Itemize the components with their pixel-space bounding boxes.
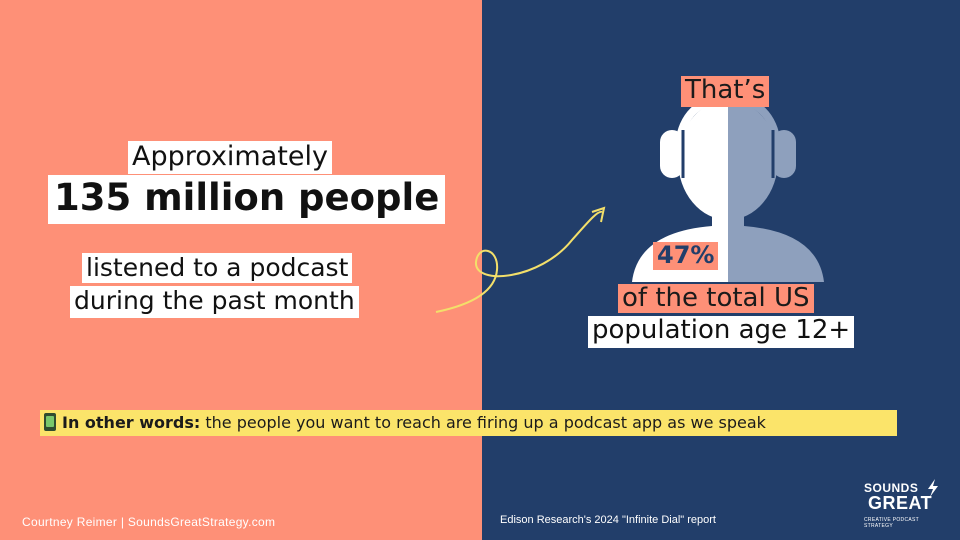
author-credit: Courtney Reimer | SoundsGreatStrategy.co… xyxy=(22,515,276,529)
logo-tagline: CREATIVE PODCAST STRATEGY xyxy=(864,517,919,529)
population-line-1: of the total US xyxy=(618,284,814,314)
stat-description-line-1: listened to a podcast xyxy=(82,253,353,284)
percent-stat: 47% xyxy=(653,242,719,271)
takeaway-banner: In other words: the people you want to r… xyxy=(40,410,897,436)
stat-description-line-2: during the past month xyxy=(70,286,359,319)
logo-line-1: SOUNDS xyxy=(864,481,919,495)
population-line-2: population age 12+ xyxy=(588,316,855,349)
logo-line-2: GREAT xyxy=(868,493,933,513)
mobile-phone-icon xyxy=(44,413,56,431)
sounds-great-logo: SOUNDS GREAT CREATIVE PODCAST STRATEGY xyxy=(864,479,944,529)
thats-label: That’s xyxy=(681,76,770,108)
source-citation: Edison Research's 2024 "Infinite Dial" r… xyxy=(500,514,716,526)
approximately-label: Approximately xyxy=(128,141,332,175)
headline-stat: 135 million people xyxy=(48,175,446,224)
banner-lead: In other words: xyxy=(62,413,201,432)
banner-text: the people you want to reach are firing … xyxy=(200,413,766,432)
lightning-bolt-icon xyxy=(928,479,938,497)
